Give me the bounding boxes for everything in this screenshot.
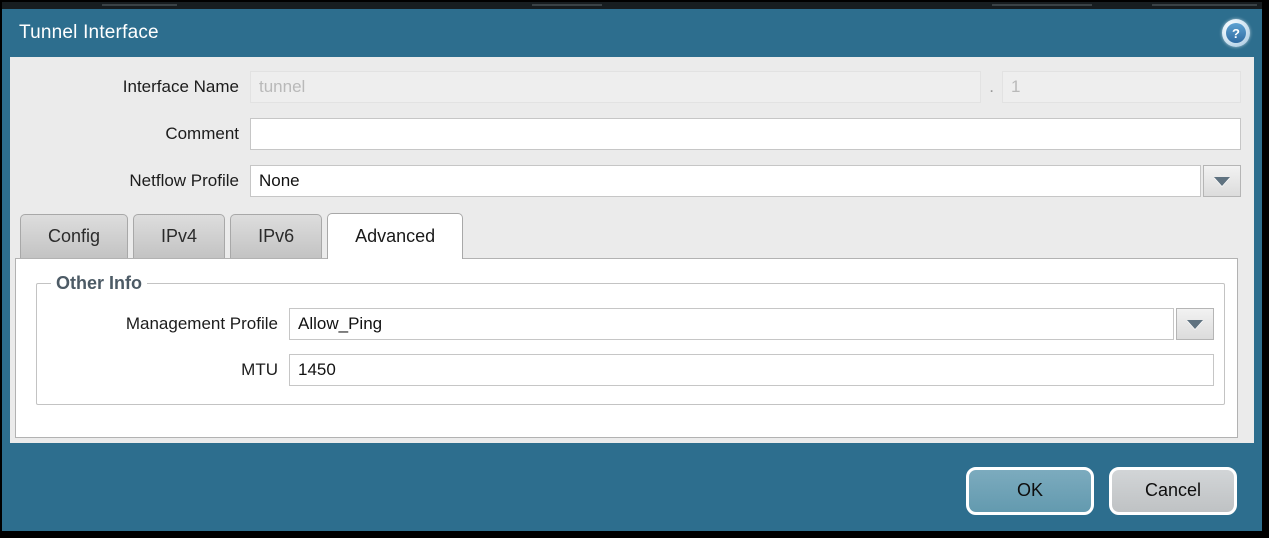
tab-ipv6[interactable]: IPv6 (230, 214, 323, 258)
interface-name-row: Interface Name . (10, 71, 1241, 103)
interface-name-label: Interface Name (122, 77, 239, 96)
management-profile-dropdown-button[interactable] (1176, 308, 1214, 340)
chevron-down-icon (1214, 176, 1230, 186)
tabstrip: Config IPv4 IPv6 Advanced (20, 212, 1254, 259)
netflow-profile-row: Netflow Profile (10, 165, 1241, 197)
advanced-tab-content: Other Info Management Profile MTU (15, 258, 1238, 438)
comment-label: Comment (165, 124, 239, 143)
tab-config[interactable]: Config (20, 214, 129, 258)
management-profile-label: Management Profile (125, 314, 278, 333)
interface-name-base-input (250, 71, 982, 103)
management-profile-input[interactable] (289, 308, 1174, 340)
dialog-title: Tunnel Interface (19, 22, 159, 43)
mtu-label: MTU (241, 360, 278, 379)
mtu-input[interactable] (289, 354, 1214, 386)
comment-row: Comment (10, 118, 1241, 150)
interface-name-suffix-input (1002, 71, 1241, 103)
chevron-down-icon (1187, 319, 1203, 329)
management-profile-combo (289, 308, 1214, 340)
netflow-profile-label: Netflow Profile (129, 171, 239, 190)
interface-name-separator: . (989, 77, 994, 96)
netflow-profile-combo (250, 165, 1241, 197)
help-button[interactable]: ? (1222, 19, 1250, 47)
form-panel: Interface Name . Comment Netflow Profile… (10, 57, 1254, 443)
cancel-button[interactable]: Cancel (1109, 466, 1237, 515)
dialog-footer: OK Cancel (2, 450, 1262, 531)
management-profile-row: Management Profile (37, 308, 1214, 340)
other-info-fieldset: Other Info Management Profile MTU (36, 273, 1225, 405)
dimmed-background-page (2, 2, 1262, 9)
dialog-titlebar: Tunnel Interface ? (2, 9, 1262, 57)
comment-input[interactable] (250, 118, 1241, 150)
tab-advanced[interactable]: Advanced (327, 213, 464, 259)
other-info-legend: Other Info (56, 273, 142, 293)
netflow-profile-input[interactable] (250, 165, 1201, 197)
tunnel-interface-dialog: Tunnel Interface ? Interface Name . Comm… (2, 9, 1262, 531)
question-mark-icon: ? (1226, 23, 1246, 43)
mtu-row: MTU (37, 354, 1214, 386)
tab-ipv4[interactable]: IPv4 (133, 214, 226, 258)
ok-button[interactable]: OK (966, 466, 1094, 515)
netflow-profile-dropdown-button[interactable] (1203, 165, 1241, 197)
